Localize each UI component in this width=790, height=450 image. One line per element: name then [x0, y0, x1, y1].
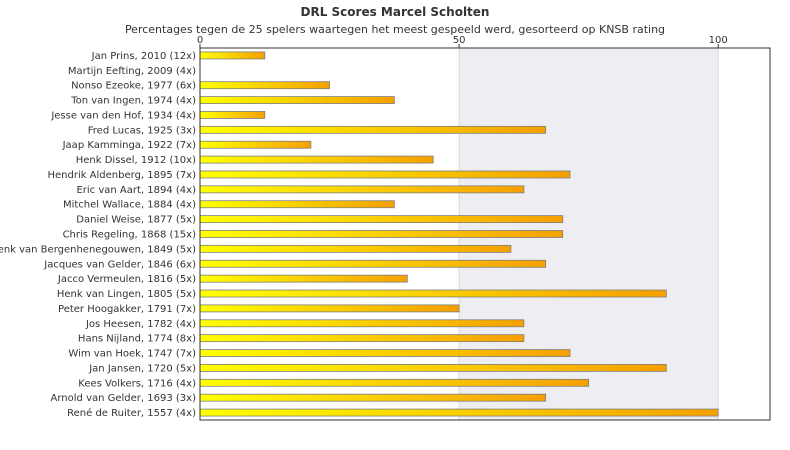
- category-label: Hendrik Aldenberg, 1895 (7x): [47, 170, 196, 181]
- category-label: Mitchel Wallace, 1884 (4x): [63, 200, 196, 211]
- category-label: Hans Nijland, 1774 (8x): [78, 334, 196, 345]
- bar: [199, 185, 525, 194]
- bar: [199, 96, 395, 104]
- category-label: Jesse van den Hof, 1934 (4x): [50, 110, 196, 121]
- category-label: Jacco Vermeulen, 1816 (5x): [57, 274, 196, 285]
- bar: [199, 274, 408, 283]
- bar: [199, 289, 667, 298]
- bar: [199, 140, 312, 149]
- bar: [199, 111, 266, 119]
- category-label: Kees Volkers, 1716 (4x): [78, 378, 196, 389]
- category-label: Ton van Ingen, 1974 (4x): [70, 96, 196, 107]
- tick-label: 50: [453, 35, 466, 46]
- plot-area: Jan Prins, 2010 (12x) Martijn Eefting, 20…: [0, 35, 771, 421]
- category-label: René de Ruiter, 1557 (4x): [67, 407, 196, 419]
- category-label: Henk van Lingen, 1805 (5x): [57, 289, 196, 300]
- bar: [199, 81, 330, 90]
- category-label: Martijn Eefting, 2009 (4x): [68, 66, 196, 77]
- tick-label: 0: [197, 35, 203, 46]
- category-label: Jacques van Gelder, 1846 (6x): [43, 259, 196, 270]
- plot-frame: [199, 47, 771, 421]
- bar: [199, 259, 547, 268]
- bar: [199, 215, 564, 224]
- chart-subtitle: Percentages tegen de 25 spelers waartege…: [125, 23, 665, 36]
- bar: [199, 334, 525, 343]
- bar: [199, 155, 434, 164]
- category-label: Daniel Weise, 1877 (5x): [76, 215, 196, 226]
- bar: [199, 378, 590, 387]
- category-label: Nonso Ezeoke, 1977 (6x): [71, 81, 196, 92]
- category-label: Jos Heesen, 1782 (4x): [85, 319, 196, 330]
- bar: [199, 244, 512, 253]
- category-label: Jaap Kamminga, 1922 (7x): [62, 140, 196, 151]
- bar: [199, 230, 564, 238]
- category-label: Fred Lucas, 1925 (3x): [88, 125, 196, 136]
- category-label: Jan Prins, 2010 (12x): [91, 51, 196, 62]
- category-label: Henk van Bergenhenegouwen, 1849 (5x): [0, 244, 196, 255]
- bar: [199, 349, 571, 357]
- bar: [199, 408, 719, 417]
- bar: [199, 319, 525, 328]
- bar: [199, 51, 266, 60]
- bar: [199, 200, 395, 209]
- category-label: Peter Hoogakker, 1791 (7x): [58, 304, 196, 315]
- category-label: Henk Dissel, 1912 (10x): [76, 155, 196, 166]
- category-label: Chris Regeling, 1868 (15x): [63, 230, 197, 241]
- bar: [199, 304, 460, 313]
- bar: [199, 125, 547, 134]
- chart-title: DRL Scores Marcel Scholten: [301, 5, 490, 19]
- category-label: Arnold van Gelder, 1693 (3x): [51, 393, 197, 404]
- bar: [199, 364, 667, 372]
- category-label: Eric van Aart, 1894 (4x): [76, 185, 196, 196]
- category-label: Jan Jansen, 1720 (5x): [88, 363, 196, 374]
- tick-label: 100: [709, 35, 728, 46]
- bar: [199, 170, 571, 179]
- bar: [199, 393, 547, 402]
- category-label: Wim van Hoek, 1747 (7x): [68, 349, 196, 360]
